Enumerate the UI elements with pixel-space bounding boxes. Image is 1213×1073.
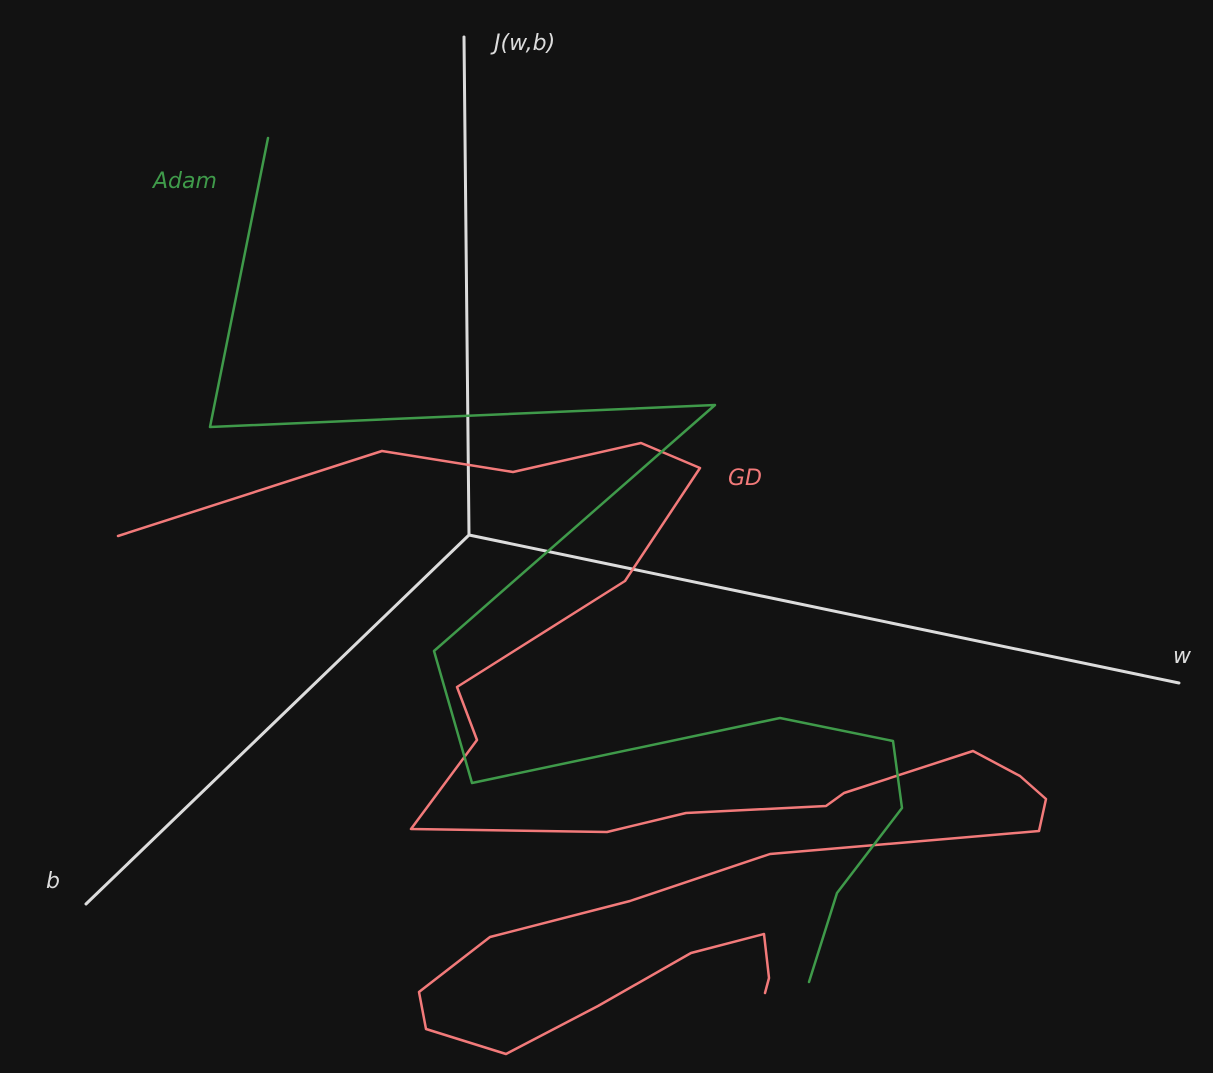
vertical-axis-label: J(w,b) xyxy=(490,31,555,56)
w-axis-label: w xyxy=(1173,644,1192,669)
vertical-axis-line xyxy=(462,35,471,537)
adam-label: Adam xyxy=(151,169,217,194)
b-axis-label: b xyxy=(46,869,60,894)
adam-path-line xyxy=(208,136,904,984)
b-axis-line xyxy=(84,533,471,906)
w-axis-line xyxy=(467,533,1181,685)
gd-label: GD xyxy=(728,466,762,491)
gd-path-line xyxy=(116,441,1048,1056)
